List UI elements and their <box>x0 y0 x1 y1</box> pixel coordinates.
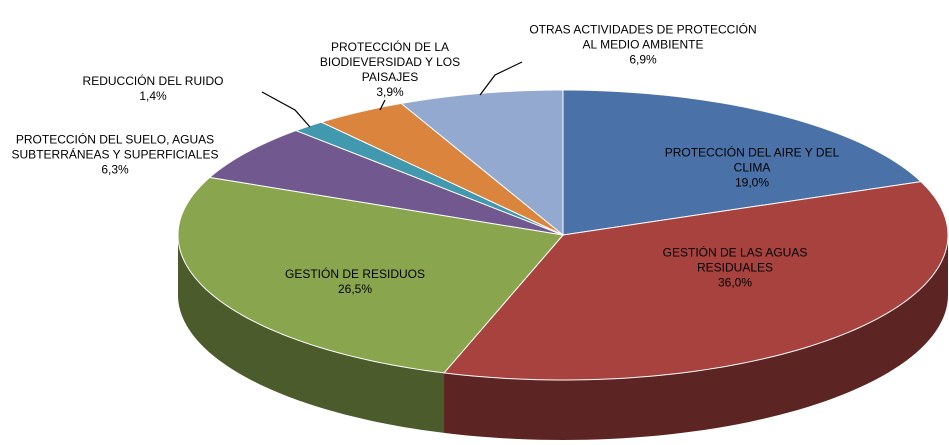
leader-line <box>479 61 523 96</box>
value-label: 26,5% <box>337 282 373 296</box>
slice-label: GESTIÓN DE LAS AGUAS RESIDUALES 36,0% <box>635 246 835 291</box>
slice <box>562 89 923 236</box>
slices <box>177 89 949 440</box>
category-name: GESTIÓN DE RESIDUOS <box>284 267 426 281</box>
slice-label: PROTECCIÓN DEL SUELO, AGUAS SUBTERRÁNEAS… <box>5 133 225 178</box>
slice-side <box>444 235 948 440</box>
leader-line <box>379 99 386 111</box>
category-name: PROTECCIÓN DEL AIRE Y DEL CLIMA <box>664 145 840 175</box>
slice <box>443 181 949 381</box>
slice <box>177 176 564 374</box>
value-label: 6,3% <box>101 162 129 177</box>
slice-label: PROTECCIÓN DEL AIRE Y DEL CLIMA 19,0% <box>647 146 857 191</box>
slice-label: OTRAS ACTIVIDADES DE PROTECCIÓN AL MEDIO… <box>528 23 758 68</box>
slice-label: GESTIÓN DE RESIDUOS 26,5% <box>245 267 465 297</box>
leader-line <box>261 91 311 128</box>
category-name: GESTIÓN DE LAS AGUAS RESIDUALES <box>662 245 808 275</box>
category-name: PROTECCIÓN DEL SUELO, AGUAS SUBTERRÁNEAS… <box>11 132 219 162</box>
slice-label: PROTECCIÓN DE LA BIODIEVERSIDAD Y LOS PA… <box>290 40 490 100</box>
category-name: PROTECCIÓN DE LA BIODIEVERSIDAD Y LOS PA… <box>319 40 461 84</box>
value-label: 36,0% <box>717 275 753 290</box>
value-label: 19,0% <box>734 175 770 190</box>
slice <box>208 130 564 236</box>
value-label: 3,9% <box>376 85 404 99</box>
value-label: 1,4% <box>139 89 167 103</box>
category-name: REDUCCIÓN DEL RUIDO <box>82 74 224 88</box>
slice <box>400 89 564 237</box>
slice <box>319 102 564 236</box>
slice-label: REDUCCIÓN DEL RUIDO 1,4% <box>53 74 253 104</box>
value-label: 6,9% <box>629 52 657 67</box>
slice-side <box>178 235 445 433</box>
category-name: OTRAS ACTIVIDADES DE PROTECCIÓN AL MEDIO… <box>529 22 757 52</box>
